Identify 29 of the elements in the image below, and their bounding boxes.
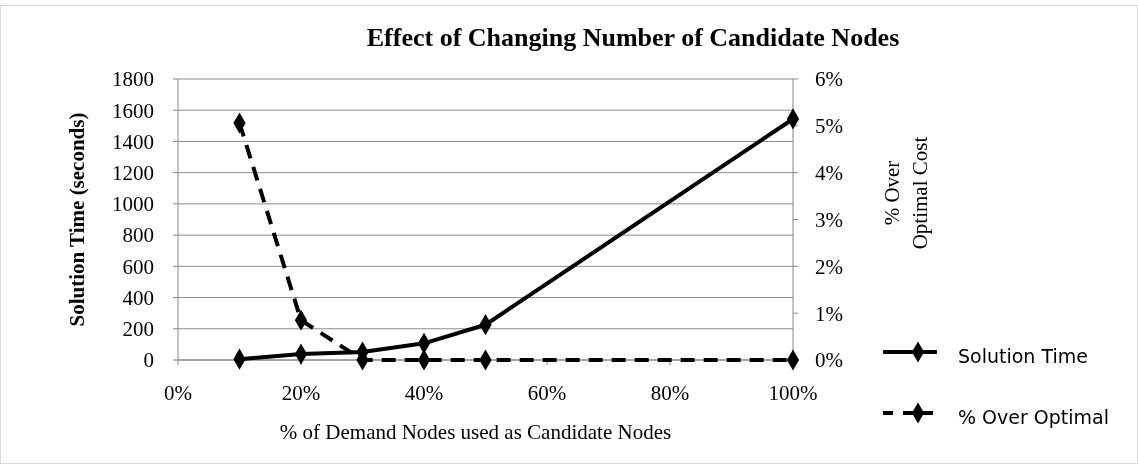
y2-tick-label: 3%: [815, 207, 843, 232]
y-tick-label: 1400: [112, 129, 154, 154]
y-tick-label: 200: [122, 317, 154, 342]
legend-label: Solution Time: [958, 344, 1088, 367]
y-tick-label: 1800: [112, 67, 154, 92]
y2-tick-label: 2%: [815, 254, 843, 279]
y2-tick-label: 0%: [815, 348, 843, 373]
x-tick-label: 60%: [527, 381, 567, 405]
x-tick-label: 40%: [404, 381, 444, 405]
legend-label: % Over Optimal: [958, 405, 1110, 428]
y-tick-label: 1000: [112, 192, 154, 217]
x-tick-label: 80%: [650, 381, 690, 405]
y-tick-label: 1600: [112, 98, 154, 123]
y-tick-label: 600: [122, 254, 154, 279]
y2-tick-label: 4%: [815, 161, 843, 186]
x-tick-label: 0%: [164, 381, 192, 405]
x-tick-label: 20%: [281, 381, 321, 405]
y-tick-label: 1200: [112, 161, 154, 186]
y-tick-label: 400: [122, 285, 154, 310]
y-tick-label: 0: [143, 348, 154, 373]
y2-tick-label: 1%: [815, 301, 843, 326]
y2-axis-title: % Over Optimal Cost: [880, 136, 932, 250]
x-axis-title: % of Demand Nodes used as Candidate Nodes: [279, 420, 672, 444]
y2-tick-label: 5%: [815, 114, 843, 139]
chart-title: Effect of Changing Number of Candidate Nodes: [366, 23, 900, 52]
x-tick-label: 100%: [768, 381, 818, 405]
y-tick-label: 800: [122, 223, 154, 248]
y2-tick-label: 6%: [815, 67, 843, 92]
y-axis-title: Solution Time (seconds): [65, 112, 89, 327]
